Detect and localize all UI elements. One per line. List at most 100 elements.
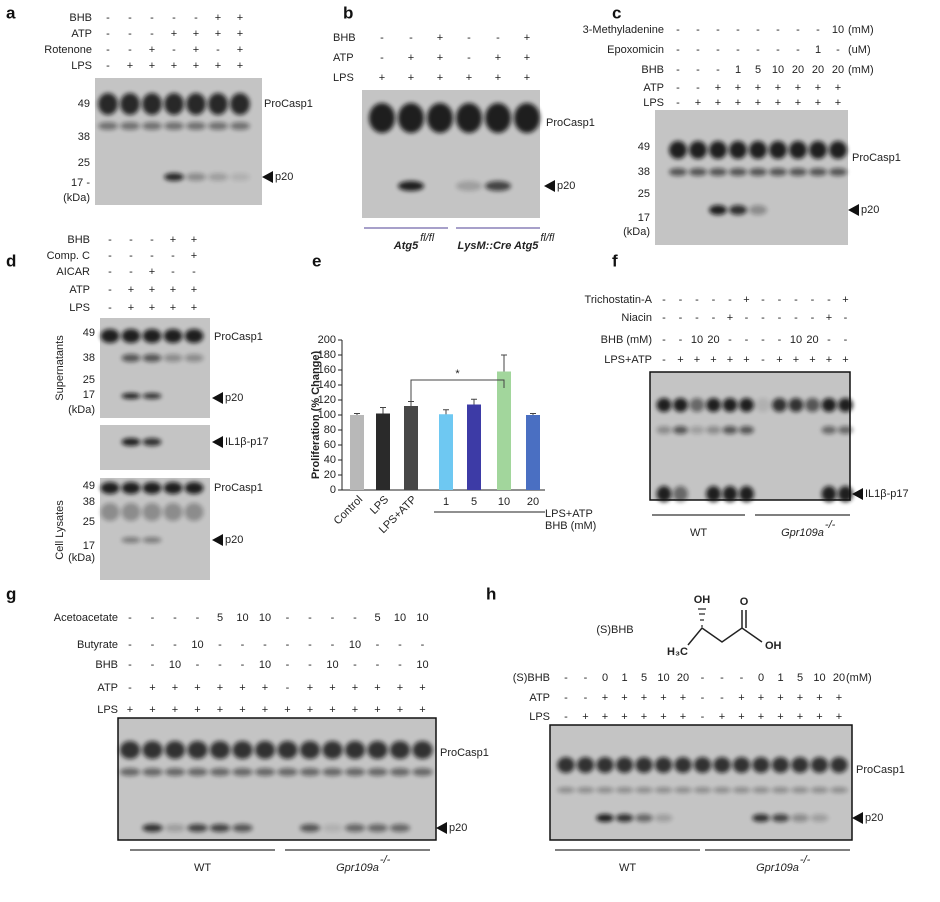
condition: - bbox=[171, 266, 175, 278]
mw-marker: 38 bbox=[78, 131, 90, 143]
row-label: 3-Methyladenine bbox=[583, 24, 664, 36]
band-label: IL1β-p17 bbox=[865, 488, 909, 500]
condition: + bbox=[237, 12, 243, 24]
band bbox=[100, 329, 120, 343]
band bbox=[142, 482, 162, 494]
unit: (mM) bbox=[848, 24, 874, 36]
panel-letter: h bbox=[486, 584, 496, 603]
band bbox=[186, 173, 206, 181]
condition: - bbox=[844, 334, 848, 346]
band-label: p20 bbox=[275, 171, 293, 183]
condition: - bbox=[129, 250, 133, 262]
condition: + bbox=[680, 692, 686, 704]
condition: - bbox=[151, 612, 155, 624]
condition: - bbox=[662, 334, 666, 346]
condition: - bbox=[696, 24, 700, 36]
condition: 10 bbox=[236, 612, 248, 624]
band bbox=[635, 814, 653, 822]
band bbox=[635, 787, 653, 793]
band bbox=[455, 181, 483, 191]
band bbox=[829, 141, 847, 159]
row-label: LPS bbox=[529, 711, 550, 723]
band bbox=[254, 741, 276, 759]
bar bbox=[526, 415, 540, 490]
group-label: WT bbox=[619, 862, 636, 874]
band-label: p20 bbox=[865, 812, 883, 824]
condition: - bbox=[398, 639, 402, 651]
bar bbox=[376, 413, 390, 490]
condition: - bbox=[728, 334, 732, 346]
condition: + bbox=[842, 354, 848, 366]
band bbox=[596, 787, 614, 793]
condition: + bbox=[793, 354, 799, 366]
mw-marker: 38 bbox=[83, 496, 95, 508]
condition: + bbox=[149, 704, 155, 716]
condition: - bbox=[172, 44, 176, 56]
band bbox=[830, 787, 848, 793]
condition: - bbox=[761, 334, 765, 346]
band bbox=[838, 426, 853, 434]
band bbox=[706, 398, 721, 412]
unit: (uM) bbox=[848, 44, 871, 56]
band bbox=[729, 168, 747, 176]
condition: - bbox=[129, 266, 133, 278]
condition: + bbox=[149, 682, 155, 694]
band bbox=[322, 824, 343, 832]
condition: + bbox=[641, 711, 647, 723]
condition: + bbox=[408, 72, 414, 84]
condition: - bbox=[108, 250, 112, 262]
condition: + bbox=[797, 711, 803, 723]
condition: + bbox=[775, 97, 781, 109]
condition: 10 bbox=[772, 64, 784, 76]
band bbox=[654, 814, 673, 822]
atom-label: H₃C bbox=[667, 646, 688, 658]
row-label: Trichostatin-A bbox=[585, 294, 653, 306]
condition: - bbox=[376, 659, 380, 671]
band bbox=[739, 486, 754, 502]
row-label: ATP bbox=[333, 52, 354, 64]
condition: + bbox=[237, 28, 243, 40]
condition: + bbox=[602, 711, 608, 723]
condition: + bbox=[191, 250, 197, 262]
condition: - bbox=[701, 692, 705, 704]
row-label: Acetoacetate bbox=[54, 612, 118, 624]
band bbox=[121, 438, 141, 446]
band bbox=[389, 768, 411, 776]
band bbox=[821, 486, 837, 502]
band bbox=[230, 173, 250, 181]
band bbox=[749, 141, 767, 159]
condition: 10 bbox=[416, 659, 428, 671]
band bbox=[689, 398, 705, 412]
condition: - bbox=[679, 312, 683, 324]
condition: + bbox=[826, 354, 832, 366]
condition: + bbox=[743, 354, 749, 366]
band bbox=[791, 787, 809, 793]
band bbox=[299, 824, 321, 832]
mw-marker: 49 bbox=[78, 98, 90, 110]
blot bbox=[100, 478, 210, 580]
x-tick-label: 10 bbox=[498, 496, 510, 508]
band bbox=[100, 503, 120, 521]
band bbox=[322, 768, 343, 776]
condition: + bbox=[307, 704, 313, 716]
condition: + bbox=[397, 682, 403, 694]
condition: + bbox=[677, 354, 683, 366]
row-label: BHB bbox=[333, 32, 356, 44]
condition: - bbox=[128, 12, 132, 24]
panel-letter: a bbox=[6, 3, 16, 22]
condition: + bbox=[193, 44, 199, 56]
group-label: LysM::Cre Atg5 bbox=[458, 240, 540, 252]
condition: + bbox=[379, 72, 385, 84]
band bbox=[722, 426, 738, 434]
condition: - bbox=[286, 639, 290, 651]
condition: - bbox=[712, 294, 716, 306]
band bbox=[208, 93, 228, 115]
panel-letter: e bbox=[312, 251, 321, 270]
blot bbox=[549, 724, 853, 841]
condition: - bbox=[106, 28, 110, 40]
condition: - bbox=[172, 12, 176, 24]
condition: 0 bbox=[602, 672, 608, 684]
condition: - bbox=[696, 64, 700, 76]
band bbox=[830, 757, 848, 773]
band bbox=[142, 393, 162, 399]
